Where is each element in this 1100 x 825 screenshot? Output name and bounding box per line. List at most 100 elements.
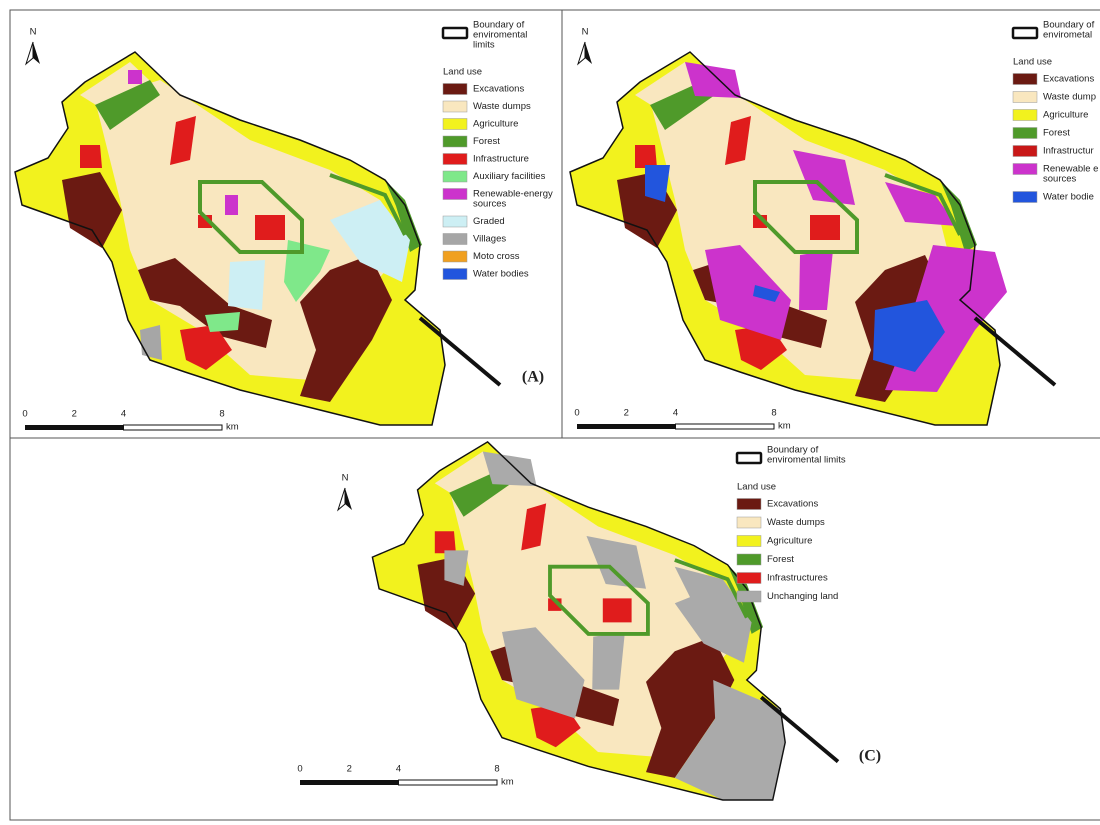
scale-label: 2 xyxy=(624,408,629,419)
legend-boundary: envirometal xyxy=(1043,30,1092,41)
legend-label: Forest xyxy=(473,136,500,147)
scale-label: 8 xyxy=(494,764,499,775)
arrow xyxy=(418,316,502,387)
scale-unit: km xyxy=(501,777,514,788)
legend-heading: Land use xyxy=(1013,57,1052,68)
land-patch xyxy=(873,300,945,372)
forest-strips xyxy=(198,173,407,254)
forest-strips xyxy=(753,173,962,254)
legend-label: Forest xyxy=(767,554,794,565)
legend-label: Excavations xyxy=(473,84,524,95)
land-patch xyxy=(635,145,657,168)
legend-swatch xyxy=(1012,145,1038,157)
legend-swatch xyxy=(736,590,762,603)
legend-swatch xyxy=(442,215,468,228)
legend-label: Waste dump xyxy=(1043,92,1096,103)
land-patch xyxy=(330,200,410,282)
land-patch xyxy=(300,255,392,402)
legend-label: Agriculture xyxy=(767,536,812,547)
legend-label: Excavations xyxy=(1043,74,1094,85)
legend-swatch xyxy=(442,188,468,200)
legend-swatch xyxy=(736,498,762,510)
land-patch xyxy=(62,172,122,248)
land-patch xyxy=(80,145,102,168)
legend-label: Agriculture xyxy=(1043,110,1088,121)
north-arrow xyxy=(345,488,352,510)
scale-bar xyxy=(675,423,775,430)
legend-swatch xyxy=(1012,163,1038,175)
land-patch xyxy=(592,632,625,690)
land-patch xyxy=(674,584,752,663)
arrow xyxy=(973,316,1057,387)
land-patch xyxy=(753,285,780,302)
boundary-swatch xyxy=(441,26,469,40)
boundary xyxy=(14,51,446,426)
legend-label: Infrastructures xyxy=(767,573,828,584)
scale-label: 2 xyxy=(72,409,77,420)
land-patch xyxy=(434,531,456,554)
legend-label: Infrastructure xyxy=(473,154,529,165)
scale-label: 4 xyxy=(396,764,401,775)
land-patch xyxy=(645,165,670,202)
legend-swatch xyxy=(442,118,468,130)
scale-label: 8 xyxy=(219,409,224,420)
legend-swatch xyxy=(736,516,762,529)
land-patch xyxy=(225,195,238,215)
legend-swatch xyxy=(1012,191,1038,203)
boundary-swatch xyxy=(735,451,763,465)
land-patch xyxy=(180,325,232,370)
legend-label: Unchanging land xyxy=(767,591,838,602)
legend-swatch xyxy=(736,535,762,547)
land-patch xyxy=(521,503,547,551)
legend-label: Waste dumps xyxy=(473,101,531,112)
legend-label: sources xyxy=(1043,174,1077,185)
land-patch xyxy=(940,180,977,252)
land-patch xyxy=(482,451,537,487)
scale-label: 0 xyxy=(297,764,302,775)
legend-swatch xyxy=(1012,127,1038,139)
legend-label: Renewable-energy xyxy=(473,189,553,200)
land-use-map xyxy=(371,441,840,801)
scale-unit: km xyxy=(778,421,791,432)
land-patch xyxy=(685,62,741,98)
panel-label: (A) xyxy=(522,369,544,386)
land-patch xyxy=(228,260,265,310)
scale-bar xyxy=(300,780,399,785)
land-patch xyxy=(799,250,833,310)
land-patch xyxy=(140,325,162,360)
legend-heading: Land use xyxy=(443,67,482,78)
land-patch xyxy=(586,536,646,589)
north-arrow xyxy=(576,41,586,66)
legend-label: Infrastructur xyxy=(1043,146,1094,157)
land-patch xyxy=(444,550,469,586)
scale-label: 0 xyxy=(22,409,27,420)
land-patch xyxy=(255,215,285,240)
legend-swatch xyxy=(442,233,468,245)
north-arrow xyxy=(336,487,346,512)
legend-label: Forest xyxy=(1043,128,1070,139)
land-patch xyxy=(128,70,142,84)
legend-boundary: Boundary of xyxy=(473,20,525,31)
scale-label: 0 xyxy=(574,408,579,419)
land-patch xyxy=(674,680,786,800)
scale-label: 8 xyxy=(771,408,776,419)
legend-swatch xyxy=(1012,73,1038,85)
north-label: N xyxy=(342,473,349,484)
legend-swatch xyxy=(442,170,468,183)
land-patch xyxy=(385,180,422,252)
legend-label: Graded xyxy=(473,216,505,227)
legend-swatch xyxy=(442,83,468,95)
legend-label: Waste dumps xyxy=(767,517,825,528)
land-patch xyxy=(602,598,632,623)
land-patch xyxy=(646,636,735,778)
land-patch xyxy=(705,245,791,340)
legend-swatch xyxy=(442,135,468,148)
scale-label: 4 xyxy=(121,409,126,420)
forest-strips xyxy=(548,558,749,636)
scale-bar xyxy=(577,424,676,429)
scale-label: 2 xyxy=(347,764,352,775)
land-patch xyxy=(205,312,240,332)
north-label: N xyxy=(30,27,37,38)
legend-label: Villages xyxy=(473,234,506,245)
